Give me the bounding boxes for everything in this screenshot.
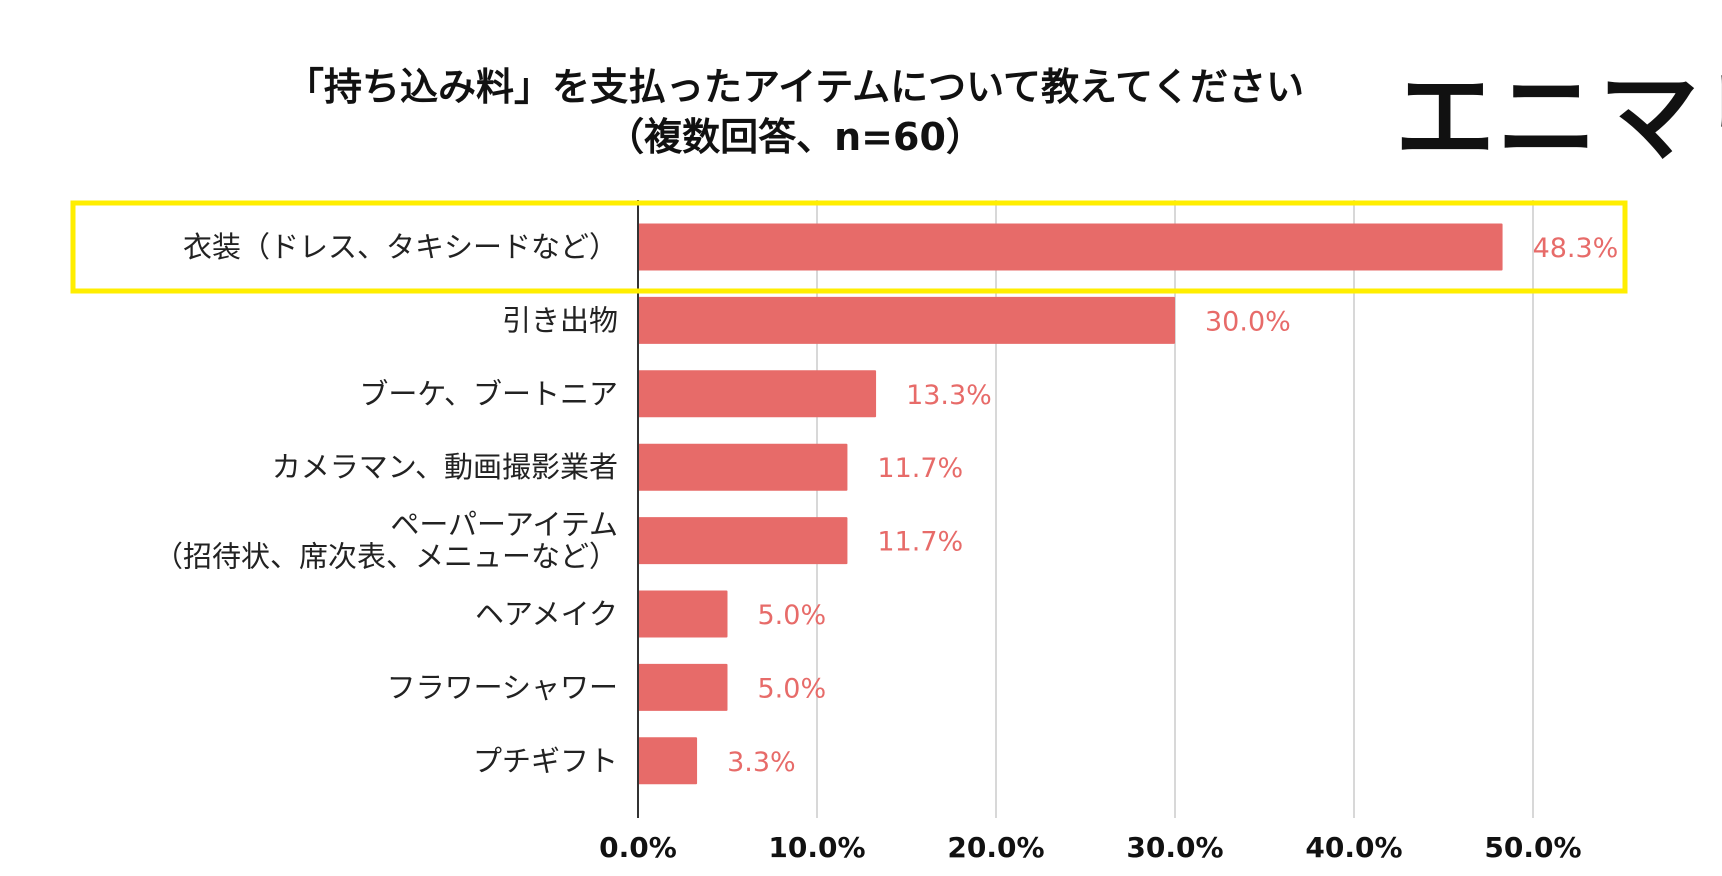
bar-value-label: 5.0%: [758, 673, 827, 704]
x-tick-label: 30.0%: [1126, 831, 1223, 864]
category-label: 衣装（ドレス、タキシードなど）: [183, 230, 618, 264]
chart-subtitle: （複数回答、n=60）: [606, 115, 984, 159]
category-label: カメラマン、動画撮影業者: [272, 450, 618, 484]
bar: [638, 223, 1503, 271]
bar-value-label: 11.7%: [877, 453, 963, 484]
bar-value-label: 11.7%: [877, 527, 963, 558]
x-tick-label: 50.0%: [1484, 831, 1581, 864]
bar: [638, 663, 728, 711]
x-tick-label: 10.0%: [768, 831, 865, 864]
category-label: フラワーシャワー: [387, 670, 618, 704]
x-tick-label: 40.0%: [1305, 831, 1402, 864]
category-label: プチギフト: [473, 744, 618, 778]
category-label: ヘアメイク: [475, 597, 618, 631]
category-label: ブーケ、ブートニア: [359, 377, 618, 411]
brand-logo: エニマリ: [1395, 59, 1722, 176]
category-label: ペーパーアイテム: [390, 508, 618, 542]
bar: [638, 296, 1175, 344]
chart-title: 「持ち込み料」を支払ったアイテムについて教えてください: [285, 65, 1305, 109]
bar: [638, 517, 848, 565]
bar-value-label: 5.0%: [758, 600, 827, 631]
bar-value-label: 13.3%: [906, 380, 992, 411]
category-label: （招待状、席次表、メニューなど）: [154, 540, 618, 574]
bar-value-label: 3.3%: [727, 747, 796, 778]
x-tick-label: 20.0%: [947, 831, 1044, 864]
x-tick-label: 0.0%: [599, 831, 677, 864]
bar: [638, 737, 698, 785]
bar: [638, 370, 877, 418]
category-label: 引き出物: [502, 303, 618, 337]
bar: [638, 443, 848, 491]
bar: [638, 590, 728, 638]
bar-value-label: 30.0%: [1205, 306, 1291, 337]
highlight-box: [70, 200, 1628, 294]
bar-value-label: 48.3%: [1533, 233, 1619, 264]
